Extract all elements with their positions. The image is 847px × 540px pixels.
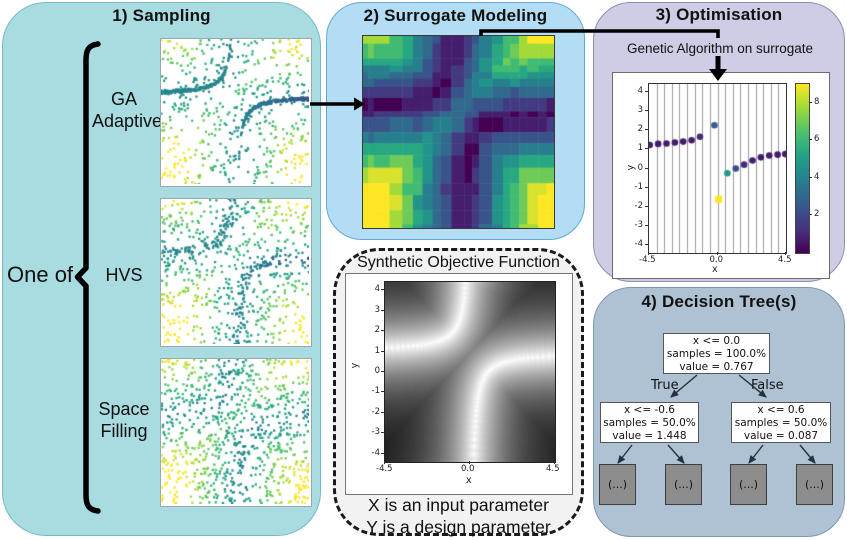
opt-xaxis-label: x: [712, 264, 718, 275]
optimisation-title: 3) Optimisation: [655, 5, 783, 24]
tree-left-node: x <= -0.6 samples = 50.0% value = 1.448: [600, 402, 699, 443]
tick-label: 0: [374, 366, 380, 376]
tick-label: -1: [371, 386, 380, 397]
caption-x-parameter: X is an input parameter: [368, 495, 549, 515]
tree-leaf: (...): [665, 464, 702, 505]
edge-label-false: False: [751, 378, 784, 393]
tick-label: -2: [634, 200, 643, 211]
tick-label: 2: [814, 209, 820, 220]
opt-yaxis-label: y: [625, 164, 637, 171]
tree-leaf: (...): [796, 464, 833, 505]
caption-y-parameter: Y is a design parameter: [366, 517, 551, 537]
decision-tree-title: 4) Decision Tree(s): [641, 292, 797, 311]
tick-label: -4.5: [639, 255, 656, 265]
tick-label: 6: [814, 134, 820, 145]
ga-adaptive-scatter: [160, 38, 312, 187]
viridis-colorbar: [795, 83, 810, 254]
tick-label: -1: [634, 181, 643, 192]
method-label-hvs: HVS: [105, 265, 143, 285]
tick-label: 3: [374, 304, 380, 315]
tick-label: 4: [374, 284, 380, 295]
obj-xaxis-label: x: [466, 475, 472, 486]
tick-label: -3: [371, 427, 380, 438]
tick-label: 4.5: [546, 464, 560, 474]
tick-label: 4.5: [778, 255, 792, 265]
tree-root-node: x <= 0.0 samples = 100.0% value = 0.767: [663, 333, 770, 374]
tick-label: 4: [814, 171, 820, 182]
optimisation-scatter-plot: [648, 83, 787, 254]
ga-on-surrogate-label: Genetic Algorithm on surrogate: [626, 41, 814, 56]
surrogate-heatmap: [362, 35, 555, 229]
tree-leaf: (...): [730, 464, 767, 505]
tick-label: 0: [637, 162, 643, 173]
tree-leaf: (...): [599, 464, 636, 505]
tick-label: 3: [637, 104, 643, 115]
tree-right-node: x <= 0.6 samples = 50.0% value = 0.087: [731, 402, 831, 443]
objective-grayscale-map: [384, 281, 556, 463]
method-label-ga-adaptive: GA Adaptive: [92, 89, 163, 131]
edge-label-true: True: [651, 378, 679, 393]
tick-label: -4: [634, 239, 643, 250]
tick-label: 8: [814, 96, 820, 107]
space-filling-scatter: [160, 358, 312, 507]
objective-title: Synthetic Objective Function: [357, 254, 560, 271]
tick-label: -4.5: [376, 464, 393, 474]
one-of-label: One of: [7, 262, 74, 287]
tick-label: -2: [371, 406, 380, 417]
tick-label: 1: [637, 143, 643, 154]
method-label-space-filling: Space Filling: [98, 399, 150, 441]
sampling-title: 1) Sampling: [112, 6, 211, 25]
tick-label: 2: [637, 124, 643, 135]
tick-label: -3: [634, 220, 643, 231]
tick-label: 2: [374, 325, 380, 336]
tick-label: 4: [637, 85, 643, 96]
tick-label: 1: [374, 345, 380, 356]
obj-yaxis-label: y: [349, 362, 361, 369]
tick-label: 0.0: [709, 255, 724, 265]
hvs-scatter: [160, 198, 312, 347]
surrogate-title: 2) Surrogate Modeling: [363, 6, 548, 25]
tick-label: 0.0: [461, 464, 475, 474]
tick-label: -4: [371, 447, 380, 458]
